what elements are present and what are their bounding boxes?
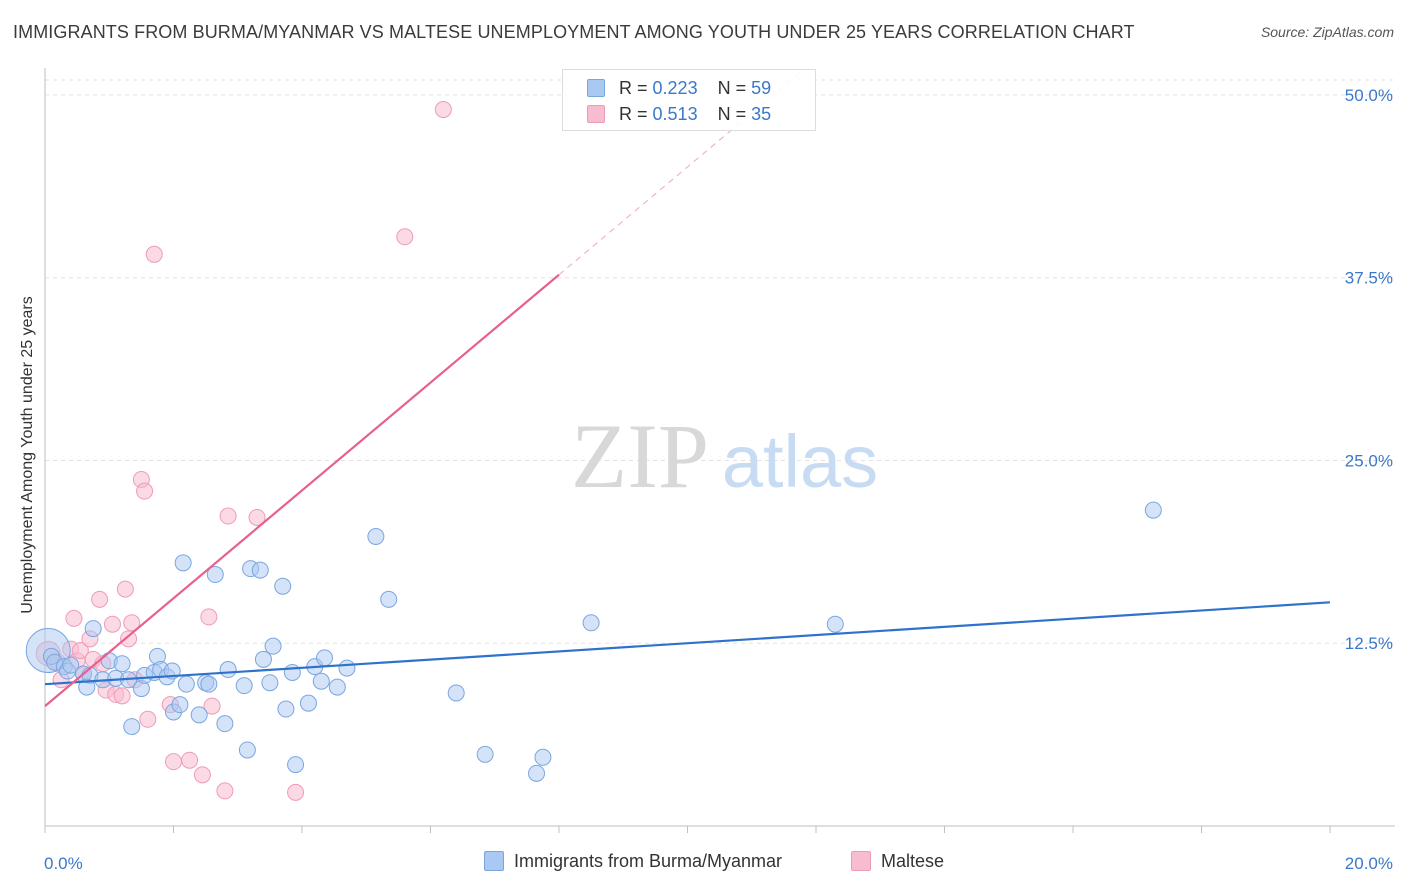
maltese-point [136, 482, 154, 500]
legend-r-value: 0.513 [652, 104, 698, 124]
maltese-point [396, 228, 414, 246]
burma-point [1144, 501, 1162, 519]
burma-trend-line [44, 601, 1331, 686]
burma-point [277, 700, 295, 718]
watermark-atlas: atlas [722, 420, 878, 503]
maltese-point [193, 766, 211, 784]
burma-point [582, 614, 600, 632]
burma-points [25, 501, 1162, 782]
burma-point [283, 663, 301, 681]
maltese-point [434, 101, 452, 119]
burma-point [328, 678, 346, 696]
source-credit: Source: ZipAtlas.com [1260, 24, 1394, 40]
maltese-point [120, 630, 138, 648]
burma-point [177, 675, 195, 693]
tick-labels: 12.5% 25.0% 37.5% 50.0% 0.0% 20.0% [44, 86, 1393, 873]
maltese-point [113, 687, 131, 705]
watermark: ZIP atlas [571, 405, 878, 507]
burma-point [216, 715, 234, 733]
maltese-point [145, 245, 163, 263]
burma-point [534, 748, 552, 766]
burma-point [312, 672, 330, 690]
maltese-point [248, 508, 266, 526]
burma-point [251, 561, 269, 579]
maltese-point [216, 782, 234, 800]
watermark-zip: ZIP [571, 405, 709, 507]
maltese-point [116, 580, 134, 598]
burma-point [123, 718, 141, 736]
y-tick-label: 37.5% [1345, 269, 1393, 288]
maltese-point [181, 751, 199, 769]
burma-point [315, 649, 333, 667]
legend-r-label: R = [619, 104, 648, 124]
legend-swatch-burma [587, 79, 605, 97]
chart-title: IMMIGRANTS FROM BURMA/MYANMAR VS MALTESE… [13, 22, 1135, 42]
bottom-swatch-maltese [851, 851, 871, 871]
burma-point [367, 527, 385, 545]
burma-point [206, 566, 224, 584]
legend-swatch-maltese [587, 105, 605, 123]
legend-n-label: N = [717, 78, 747, 98]
burma-point [84, 620, 102, 638]
maltese-point [123, 614, 141, 632]
bottom-legend-maltese: Maltese [851, 851, 944, 872]
axes [44, 68, 1395, 833]
burma-point [274, 577, 292, 595]
burma-point [171, 696, 189, 714]
bottom-legend-label: Immigrants from Burma/Myanmar [514, 851, 783, 871]
burma-point [338, 659, 356, 677]
burma-point [113, 655, 131, 673]
maltese-point [165, 753, 182, 771]
burma-point [219, 661, 237, 679]
maltese-point [139, 710, 157, 728]
maltese-point [287, 783, 305, 801]
maltese-trend-line [44, 273, 560, 707]
burma-point [528, 764, 546, 782]
trend-lines [44, 69, 1331, 707]
burma-point [238, 741, 256, 759]
y-tick-label: 12.5% [1345, 634, 1393, 653]
bottom-legend-label: Maltese [881, 851, 945, 871]
burma-point [174, 554, 192, 572]
legend-r-label: R = [619, 78, 648, 98]
grid-lines [45, 79, 1395, 644]
maltese-point [200, 608, 218, 626]
burma-point [287, 756, 305, 774]
burma-point [826, 615, 844, 633]
burma-point [264, 637, 282, 655]
burma-point [299, 694, 317, 712]
maltese-point [65, 609, 83, 627]
maltese-point [103, 615, 121, 633]
burma-point [380, 590, 398, 608]
burma-point [62, 656, 80, 674]
legend-r-value: 0.223 [652, 78, 698, 98]
x-tick-label: 20.0% [1345, 854, 1393, 873]
burma-point [78, 678, 96, 696]
maltese-point [219, 507, 237, 525]
burma-point [261, 674, 279, 692]
x-tick-label: 0.0% [44, 854, 83, 873]
legend-n-label: N = [717, 104, 747, 124]
y-axis-title: Unemployment Among Youth under 25 years [19, 296, 36, 614]
maltese-point [91, 590, 109, 608]
burma-point [254, 650, 272, 668]
burma-point [200, 675, 218, 693]
burma-point [447, 684, 465, 702]
correlation-legend: R = 0.223 N = 59 R = 0.513 N = 35 [562, 69, 816, 131]
burma-point [235, 677, 253, 695]
legend-n-value: 35 [751, 104, 772, 124]
maltese-points [35, 101, 452, 801]
maltese-point [203, 697, 221, 715]
maltese-point [71, 642, 89, 660]
y-tick-label: 50.0% [1345, 86, 1393, 105]
bottom-swatch-burma [484, 851, 504, 871]
bottom-legend-burma: Immigrants from Burma/Myanmar [484, 851, 782, 872]
burma-point [476, 745, 494, 763]
burma-point [190, 706, 208, 724]
legend-n-value: 59 [751, 78, 772, 98]
y-tick-label: 25.0% [1345, 451, 1393, 470]
